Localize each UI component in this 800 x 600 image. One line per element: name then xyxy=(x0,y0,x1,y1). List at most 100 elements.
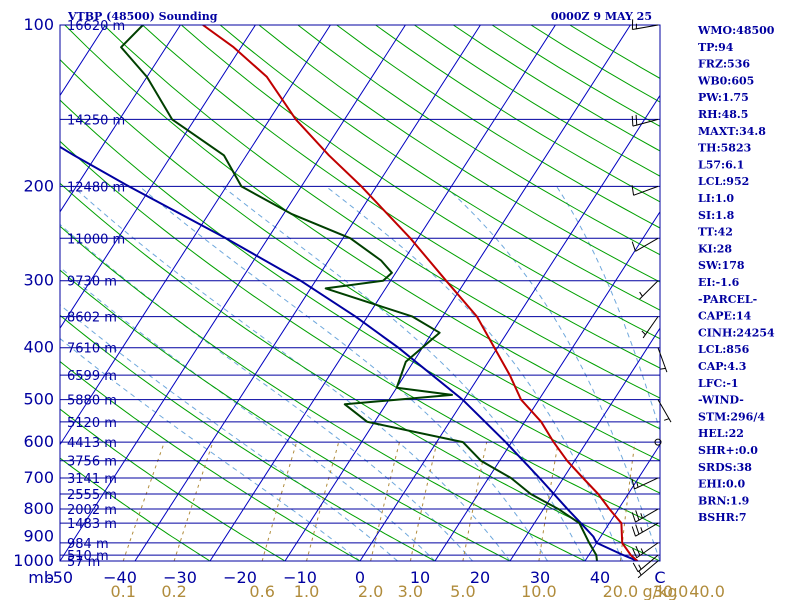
wind-barb-feather xyxy=(635,114,638,126)
height-label: 57 m xyxy=(67,555,100,570)
pressure-tick-label: 1000 xyxy=(13,551,54,570)
wind-barb-feather xyxy=(631,115,634,127)
wind-barb-half-feather xyxy=(640,513,643,519)
mixing-ratio-tick-label: 3.0 xyxy=(398,582,423,600)
wind-barb xyxy=(631,522,659,537)
wind-barb-half-feather xyxy=(660,367,666,370)
mixing-ratio-line xyxy=(409,441,438,561)
stability-index: HEL:22 xyxy=(698,427,744,440)
height-label: 12480 m xyxy=(67,180,125,195)
isotherm-line xyxy=(584,443,660,561)
wind-barb xyxy=(631,19,659,31)
mixing-ratio-line xyxy=(538,442,559,561)
wind-barb xyxy=(641,316,659,339)
temperature-tick-label: C xyxy=(654,568,665,587)
wind-barb xyxy=(631,508,659,523)
height-label: 2002 m xyxy=(67,503,117,518)
stability-index: CAPE:14 xyxy=(698,310,752,323)
wind-barb-feather xyxy=(635,510,640,521)
stability-index: L57:6.1 xyxy=(698,158,744,171)
pressure-tick-label: 500 xyxy=(23,390,54,409)
height-label: 16620 m xyxy=(67,19,125,34)
height-label: 3141 m xyxy=(67,472,117,487)
wind-barbs xyxy=(631,19,672,579)
stability-index: TP:94 xyxy=(698,41,734,54)
wind-barb-feather xyxy=(631,526,636,537)
mixing-ratio-tick-label: 20.0 xyxy=(603,582,639,600)
isotherm-line xyxy=(209,25,556,561)
stability-index: SRDS:38 xyxy=(698,461,752,474)
temperature-tick-label: −20 xyxy=(223,568,257,587)
stability-index: CINH:24254 xyxy=(698,326,775,339)
pressure-tick-label: 200 xyxy=(23,176,54,195)
moist-adiabat-line xyxy=(139,186,548,561)
isotherm-line xyxy=(434,210,660,561)
mixing-ratio-line xyxy=(619,442,636,561)
stability-index: CAP:4.3 xyxy=(698,360,746,373)
stability-index: -PARCEL- xyxy=(698,293,757,306)
wind-barb-half-feather xyxy=(638,570,642,576)
stability-index: SI:1.8 xyxy=(698,209,735,222)
wind-barb xyxy=(632,554,659,573)
mixing-ratio-line xyxy=(261,441,298,561)
stability-index: LCL:952 xyxy=(698,175,749,188)
height-label: 9730 m xyxy=(67,275,117,290)
wind-barb xyxy=(631,185,659,196)
wind-barb-staff xyxy=(633,185,659,196)
isotherm-line xyxy=(509,327,660,561)
wind-barb xyxy=(657,347,668,373)
wind-barb-staff xyxy=(635,237,659,252)
wind-barb xyxy=(631,114,659,127)
stability-index: LFC:-1 xyxy=(698,377,739,390)
pressure-tick-label: 300 xyxy=(23,271,54,290)
dewpoint-profile-line xyxy=(120,25,598,561)
stability-index: BSHR:7 xyxy=(698,511,747,524)
stability-index: WMO:48500 xyxy=(697,24,775,37)
moist-adiabat-line xyxy=(325,186,623,561)
wind-barb-feather xyxy=(632,562,639,573)
isobars xyxy=(60,24,660,562)
mixing-ratio-tick-label: 0.6 xyxy=(249,582,274,600)
stability-index: EI:-1.6 xyxy=(698,276,740,289)
pressure-tick-label: 700 xyxy=(23,468,54,487)
stability-index: LI:1.0 xyxy=(698,192,734,205)
stability-index: FRZ:536 xyxy=(698,58,750,71)
calm-circle xyxy=(654,438,662,446)
isotherm-line xyxy=(60,25,256,330)
isotherm-line xyxy=(60,25,406,561)
height-label: 7610 m xyxy=(67,342,117,357)
wind-barb-feather xyxy=(631,241,636,252)
mixing-ratio-line xyxy=(306,441,340,561)
mixing-ratio-line xyxy=(671,442,683,561)
mixing-ratio-tick-labels: 0.1 0.2 0.6 1.0 2.0 3.0 5.0 10.0 20.0 30.0 40.0 g/k… xyxy=(110,582,724,600)
pressure-tick-label: 800 xyxy=(23,499,54,518)
wind-barb-half-feather xyxy=(641,330,646,335)
wind-barb-half-feather xyxy=(640,548,644,554)
stability-index: STM:296/4 xyxy=(698,410,765,423)
wind-barb-feather xyxy=(631,185,635,196)
mixing-ratio-tick-label: 2.0 xyxy=(358,582,383,600)
temperature-tick-label: 40 xyxy=(590,568,610,587)
stability-index: SHR+:0.0 xyxy=(698,444,758,457)
mixing-ratio-tick-label: 0.1 xyxy=(110,582,135,600)
stability-index: BRN:1.9 xyxy=(698,494,749,507)
isotherm-line xyxy=(60,25,181,213)
stability-index: PW:1.75 xyxy=(698,91,749,104)
mixing-ratio-line xyxy=(173,441,214,561)
plot-background xyxy=(60,25,660,561)
stability-indices: WMO:48500 TP:94 FRZ:536 WB0:605 PW:1.75 RH:48… xyxy=(697,24,775,524)
height-label: 2555 m xyxy=(67,488,117,503)
temperature-tick-label: −40 xyxy=(103,568,137,587)
wind-barb xyxy=(637,560,659,579)
stability-index: -WIND- xyxy=(698,394,744,407)
pressure-tick-label: 400 xyxy=(23,338,54,357)
mixing-ratio-tick-label: 1.0 xyxy=(294,582,319,600)
height-label: 4413 m xyxy=(67,436,117,451)
wind-barb-feather xyxy=(631,512,636,523)
stability-index: TT:42 xyxy=(698,226,733,239)
mixing-ratio-tick-label: 40.0 xyxy=(689,582,725,600)
mixing-ratio-line xyxy=(462,441,488,561)
mixing-ratio-tick-label: 5.0 xyxy=(450,582,475,600)
